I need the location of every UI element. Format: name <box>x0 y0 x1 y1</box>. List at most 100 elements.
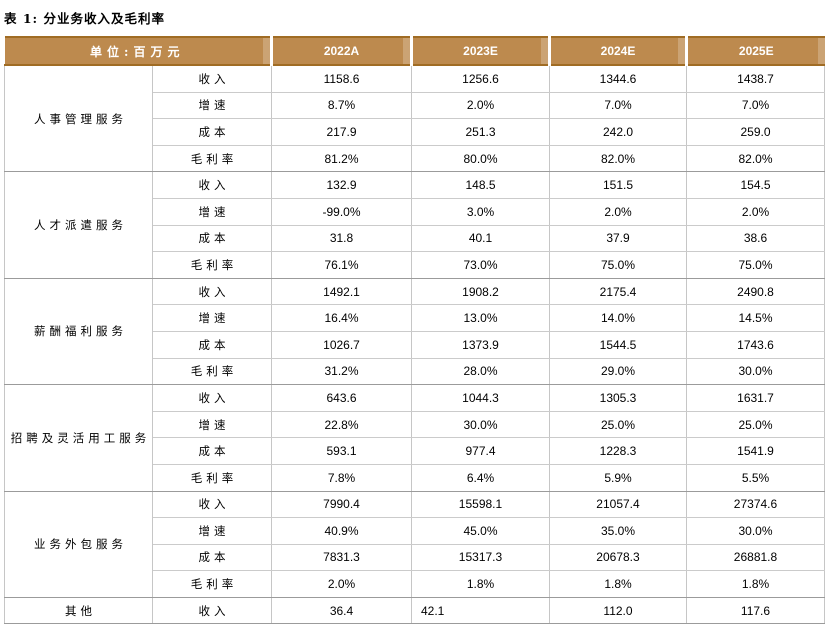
value-cell: 15598.1 <box>411 491 550 519</box>
value-cell: 40.1 <box>411 225 550 253</box>
year-header-2023e: 2023E <box>410 36 550 66</box>
metric-cell: 增速 <box>152 304 272 332</box>
value-cell: 42.1 <box>411 597 550 625</box>
table-row: 成本 31.8 40.1 37.9 38.6 <box>5 225 825 253</box>
group-name-cell: 其他 <box>4 597 153 625</box>
value-cell: 154.5 <box>686 171 825 199</box>
table-row: 成本 7831.3 15317.3 20678.3 26881.8 <box>5 544 825 572</box>
value-cell: 45.0% <box>411 517 550 545</box>
value-cell: 1743.6 <box>686 331 825 359</box>
metric-cell: 成本 <box>152 544 272 572</box>
value-cell: 1.8% <box>686 570 825 598</box>
value-cell: 2.0% <box>411 92 550 120</box>
table-row: 增速 40.9% 45.0% 35.0% 30.0% <box>5 517 825 545</box>
group-name-cell: 人才派遣服务 <box>4 171 153 279</box>
value-cell: 5.5% <box>686 464 825 492</box>
value-cell: 643.6 <box>271 384 412 412</box>
metric-cell: 增速 <box>152 411 272 439</box>
year-header-2022a: 2022A <box>270 36 412 66</box>
value-cell: 40.9% <box>271 517 412 545</box>
value-cell: 28.0% <box>411 358 550 386</box>
table-row: 其他 收入 36.4 42.1 112.0 117.6 <box>4 597 825 625</box>
table-row: 毛利率 31.2% 28.0% 29.0% 30.0% <box>5 358 825 386</box>
value-cell: 1228.3 <box>549 437 687 465</box>
metric-cell: 成本 <box>152 331 272 359</box>
metric-cell: 收入 <box>152 597 272 625</box>
value-cell: 2.0% <box>271 570 412 598</box>
value-cell: 75.0% <box>549 251 687 279</box>
table-row: 增速 16.4% 13.0% 14.0% 14.5% <box>5 304 825 332</box>
value-cell: 1492.1 <box>271 278 412 306</box>
value-cell: 15317.3 <box>411 544 550 572</box>
metric-cell: 毛利率 <box>152 464 272 492</box>
value-cell: 37.9 <box>549 225 687 253</box>
table-header-row: 单位:百万元 2022A 2023E 2024E 2025E <box>4 36 825 66</box>
year-header-2024e: 2024E <box>548 36 687 66</box>
group-name-cell: 人事管理服务 <box>4 65 153 173</box>
value-cell: 27374.6 <box>686 491 825 519</box>
year-header-2025e: 2025E <box>685 36 825 66</box>
table-row: 毛利率 2.0% 1.8% 1.8% 1.8% <box>5 570 825 598</box>
value-cell: 3.0% <box>411 198 550 226</box>
table-row: 薪酬福利服务 收入 1492.1 1908.2 2175.4 2490.8 <box>4 278 825 386</box>
value-cell: -99.0% <box>271 198 412 226</box>
value-cell: 1026.7 <box>271 331 412 359</box>
value-cell: 7.0% <box>549 92 687 120</box>
value-cell: 2490.8 <box>686 278 825 306</box>
table-row: 成本 1026.7 1373.9 1544.5 1743.6 <box>5 331 825 359</box>
value-cell: 1438.7 <box>686 65 825 93</box>
value-cell: 16.4% <box>271 304 412 332</box>
value-cell: 1.8% <box>411 570 550 598</box>
value-cell: 76.1% <box>271 251 412 279</box>
value-cell: 82.0% <box>686 145 825 173</box>
value-cell: 1541.9 <box>686 437 825 465</box>
value-cell: 593.1 <box>271 437 412 465</box>
table-row: 增速 8.7% 2.0% 7.0% 7.0% <box>5 92 825 120</box>
value-cell: 21057.4 <box>549 491 687 519</box>
value-cell: 82.0% <box>549 145 687 173</box>
value-cell: 1044.3 <box>411 384 550 412</box>
metric-cell: 收入 <box>152 384 272 412</box>
metric-cell: 成本 <box>152 437 272 465</box>
metric-cell: 毛利率 <box>152 145 272 173</box>
value-cell: 80.0% <box>411 145 550 173</box>
metric-cell: 毛利率 <box>152 570 272 598</box>
value-cell: 31.8 <box>271 225 412 253</box>
metric-cell: 收入 <box>152 278 272 306</box>
metric-cell: 增速 <box>152 198 272 226</box>
value-cell: 20678.3 <box>549 544 687 572</box>
metric-cell: 收入 <box>152 491 272 519</box>
value-cell: 35.0% <box>549 517 687 545</box>
value-cell: 30.0% <box>411 411 550 439</box>
table-row: 毛利率 76.1% 73.0% 75.0% 75.0% <box>5 251 825 279</box>
table-row: 成本 593.1 977.4 1228.3 1541.9 <box>5 437 825 465</box>
value-cell: 148.5 <box>411 171 550 199</box>
value-cell: 1305.3 <box>549 384 687 412</box>
value-cell: 242.0 <box>549 118 687 146</box>
value-cell: 2.0% <box>549 198 687 226</box>
value-cell: 7831.3 <box>271 544 412 572</box>
group-name-cell: 招聘及灵活用工服务 <box>4 384 153 492</box>
value-cell: 38.6 <box>686 225 825 253</box>
value-cell: 151.5 <box>549 171 687 199</box>
value-cell: 251.3 <box>411 118 550 146</box>
value-cell: 13.0% <box>411 304 550 332</box>
value-cell: 132.9 <box>271 171 412 199</box>
group-name-cell: 薪酬福利服务 <box>4 278 153 386</box>
value-cell: 1158.6 <box>271 65 412 93</box>
value-cell: 6.4% <box>411 464 550 492</box>
value-cell: 8.7% <box>271 92 412 120</box>
metric-cell: 增速 <box>152 517 272 545</box>
value-cell: 81.2% <box>271 145 412 173</box>
value-cell: 977.4 <box>411 437 550 465</box>
value-cell: 14.0% <box>549 304 687 332</box>
revenue-margin-table: 单位:百万元 2022A 2023E 2024E 2025E 人事管理服务 收入… <box>4 36 825 625</box>
value-cell: 30.0% <box>686 517 825 545</box>
value-cell: 2175.4 <box>549 278 687 306</box>
metric-cell: 毛利率 <box>152 251 272 279</box>
value-cell: 73.0% <box>411 251 550 279</box>
metric-cell: 收入 <box>152 65 272 93</box>
table-row: 人事管理服务 收入 1158.6 1256.6 1344.6 1438.7 <box>4 65 825 173</box>
value-cell: 22.8% <box>271 411 412 439</box>
